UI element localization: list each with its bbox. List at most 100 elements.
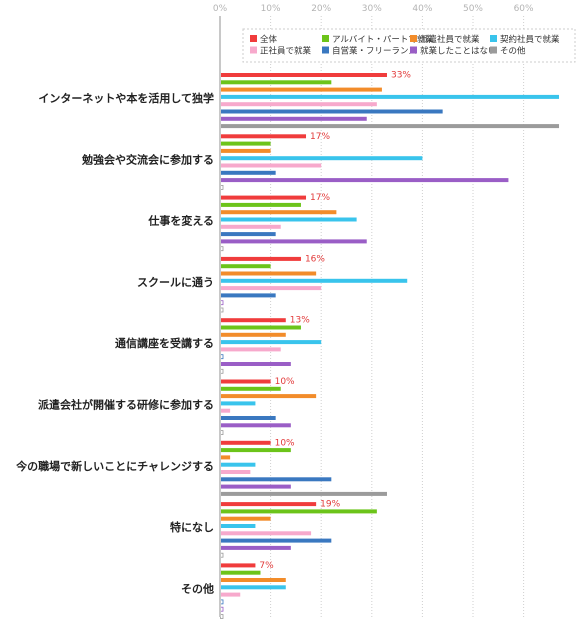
bar [220, 210, 336, 214]
bar [220, 409, 230, 413]
legend-label: 契約社員で就業 [500, 34, 560, 45]
x-tick-label: 0% [213, 4, 228, 14]
category-label: スクールに通う [137, 276, 214, 289]
bar [220, 257, 301, 261]
data-label: 13% [290, 316, 310, 326]
bar [220, 88, 382, 92]
bar [220, 347, 281, 351]
data-label: 19% [320, 500, 340, 510]
bar [220, 423, 291, 427]
x-tick-label: 10% [261, 4, 281, 14]
category-label: その他 [181, 581, 214, 595]
bar [220, 531, 311, 535]
bar [220, 492, 387, 496]
bar [220, 524, 255, 528]
bar [220, 264, 271, 268]
bar [220, 448, 291, 452]
bar [220, 362, 291, 366]
bar [220, 286, 321, 290]
legend-swatch [490, 35, 497, 42]
bar [220, 134, 306, 138]
legend-label: 就業したことはない [420, 46, 497, 57]
bar [220, 156, 422, 160]
bar [220, 203, 301, 207]
legend-swatch [410, 47, 417, 54]
bar [220, 318, 286, 322]
bar [220, 502, 316, 506]
bar [220, 95, 559, 99]
legend-swatch [322, 35, 329, 42]
legend-swatch [250, 35, 257, 42]
legend-swatch [490, 47, 497, 54]
bar [220, 485, 291, 489]
x-tick-label: 30% [362, 4, 382, 14]
legend-swatch [250, 47, 257, 54]
bar [220, 340, 321, 344]
bar [220, 578, 286, 582]
legend-label: 全体 [260, 34, 278, 45]
bar [220, 102, 377, 106]
bar [220, 455, 230, 459]
bar [220, 509, 377, 513]
x-tick-label: 20% [311, 4, 331, 14]
bar [220, 272, 316, 276]
bar [220, 196, 306, 200]
bar [220, 387, 281, 391]
category-label: 今の職場で新しいことにチャレンジする [15, 459, 214, 473]
bar [220, 225, 281, 229]
data-label: 16% [305, 254, 325, 264]
bar [220, 401, 255, 405]
bar [220, 73, 387, 77]
x-tick-label: 40% [412, 4, 432, 14]
bar [220, 178, 508, 182]
legend-swatch [322, 47, 329, 54]
legend-label: 派遣社員で就業 [420, 34, 480, 45]
bar [220, 416, 276, 420]
bar [220, 142, 271, 146]
bar [220, 470, 250, 474]
bar [220, 380, 271, 384]
legend-label: 自営業・フリーランス [332, 46, 417, 57]
legend-box [243, 29, 575, 62]
bar [220, 326, 301, 330]
bar [220, 593, 240, 597]
legend-swatch [410, 35, 417, 42]
bar [220, 218, 357, 222]
category-label: 派遣会社が開催する研修に参加する [38, 398, 214, 412]
bar [220, 563, 255, 567]
bar [220, 80, 331, 84]
x-tick-label: 60% [514, 4, 534, 14]
bar [220, 394, 316, 398]
data-label: 17% [310, 132, 330, 142]
bar [220, 571, 260, 575]
bar [220, 517, 271, 521]
data-label: 33% [391, 71, 411, 81]
bar [220, 164, 321, 168]
bar [220, 171, 276, 175]
bar [220, 441, 271, 445]
bar [220, 232, 276, 236]
bar [220, 477, 331, 481]
bar [220, 110, 443, 114]
bar [220, 333, 286, 337]
bar [220, 546, 291, 550]
data-label: 10% [275, 438, 295, 448]
bar [220, 149, 271, 153]
category-label: インターネットや本を活用して独学 [38, 91, 214, 105]
legend-label: その他 [500, 46, 526, 57]
bar [220, 585, 286, 589]
bar [220, 124, 559, 128]
bar [220, 539, 331, 543]
bar [220, 463, 255, 467]
bar [220, 117, 367, 121]
bar [220, 279, 407, 283]
x-tick-label: 50% [463, 4, 483, 14]
legend-label: 正社員で就業 [260, 46, 312, 57]
bar [220, 293, 276, 297]
category-label: 勉強会や交流会に参加する [81, 152, 214, 166]
bar [220, 239, 367, 243]
data-label: 10% [275, 377, 295, 387]
data-label: 17% [310, 193, 330, 203]
category-label: 通信講座を受講する [115, 336, 214, 350]
